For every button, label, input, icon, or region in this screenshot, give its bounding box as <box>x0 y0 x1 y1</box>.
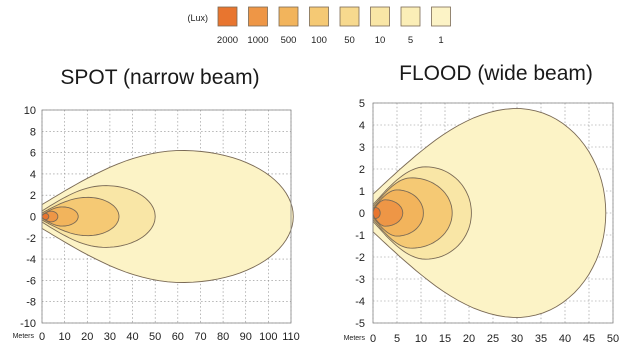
spot-x-tick-label: 80 <box>217 331 229 343</box>
legend-swatch-10 <box>370 6 390 27</box>
spot-y-tick-label: 0 <box>30 212 36 224</box>
flood-plot-frame <box>372 102 614 324</box>
legend-label-100: 100 <box>311 35 327 46</box>
spot-isolux-2000 <box>41 212 50 221</box>
flood-x-tick-label: 35 <box>535 333 547 345</box>
spot-y-tick-label: 8 <box>30 126 36 138</box>
spot-y-tick-label: 10 <box>24 105 36 117</box>
flood-y-tick-label: 3 <box>359 142 365 154</box>
flood-isolux-2000 <box>372 207 381 219</box>
flood-x-tick-label: 45 <box>583 333 595 345</box>
flood-y-tick-label: -2 <box>355 252 365 264</box>
spot-x-tick-label: 50 <box>149 331 161 343</box>
legend-label-10: 10 <box>375 35 386 46</box>
legend-label-5: 5 <box>408 35 413 46</box>
flood-y-tick-label: 4 <box>359 120 365 132</box>
flood-x-tick-label: 50 <box>607 333 619 345</box>
flood-isolux-1 <box>372 108 607 318</box>
flood-isolux-1000 <box>372 199 404 227</box>
legend-swatch-50 <box>339 6 360 27</box>
chart-title-flood: FLOOD (wide beam) <box>399 62 593 85</box>
flood-x-tick-label: 15 <box>439 333 451 345</box>
flood-y-tick-label: 5 <box>359 98 365 110</box>
spot-y-tick-label: 4 <box>30 169 36 181</box>
legend-label-500: 500 <box>281 35 297 46</box>
legend-swatch-5 <box>400 6 421 27</box>
spot-x-tick-label: 60 <box>172 331 184 343</box>
legend-swatch-500 <box>278 6 299 27</box>
chart-spot: 0 10 20 30 40 50 60 70 80 90 100 1101086420-2-4-6-8… <box>13 105 300 343</box>
spot-x-tick-label: 40 <box>126 331 138 343</box>
spot-isolux-1 <box>41 150 294 283</box>
spot-y-tick-label: -8 <box>26 297 36 309</box>
legend-swatch-1000 <box>248 6 268 27</box>
flood-y-tick-label: -3 <box>355 274 365 286</box>
legend-swatch-1 <box>431 6 451 27</box>
legend-label-1000: 1000 <box>247 35 268 46</box>
flood-x-tick-label: 40 <box>559 333 571 345</box>
spot-x-tick-label: 10 <box>59 331 71 343</box>
spot-plot-frame <box>41 109 292 324</box>
legend-label-1: 1 <box>438 35 443 46</box>
flood-x-axis-label: Meters <box>344 335 366 342</box>
spot-x-tick-label: 70 <box>194 331 206 343</box>
spot-x-axis-label: Meters <box>13 333 35 340</box>
spot-x-tick-label: 100 <box>259 331 277 343</box>
flood-x-tick-label: 5 <box>394 333 400 345</box>
legend-unit-label: (Lux) <box>187 13 208 23</box>
flood-y-tick-label: 1 <box>359 186 365 198</box>
spot-y-tick-label: -2 <box>26 233 36 245</box>
flood-x-tick-label: 10 <box>415 333 427 345</box>
flood-y-tick-label: 0 <box>359 208 365 220</box>
legend-label-2000: 2000 <box>217 35 238 46</box>
flood-y-tick-label: -4 <box>355 296 365 308</box>
spot-x-tick-label: 0 <box>39 331 45 343</box>
legend-swatch-2000 <box>217 6 238 27</box>
flood-y-tick-label: 2 <box>359 164 365 176</box>
flood-y-tick-label: -5 <box>355 318 365 330</box>
spot-x-tick-label: 110 <box>282 331 300 343</box>
spot-y-tick-label: -6 <box>26 275 36 287</box>
flood-x-tick-label: 25 <box>487 333 499 345</box>
spot-y-tick-label: -10 <box>20 318 36 330</box>
spot-y-tick-label: -4 <box>26 254 36 266</box>
spot-y-tick-label: 6 <box>30 148 36 160</box>
flood-y-tick-label: -1 <box>355 230 365 242</box>
spot-x-tick-label: 20 <box>81 331 93 343</box>
legend-label-50: 50 <box>344 35 355 46</box>
spot-x-tick-label: 30 <box>104 331 116 343</box>
spot-y-tick-label: 2 <box>30 190 36 202</box>
legend: 2000 1000 500 100 50 10 5 1 <box>217 6 451 46</box>
flood-x-tick-label: 20 <box>463 333 475 345</box>
chart-flood: 0 5 10 15 20 25 30 35 40 45 50543210-1-2-3-4-5Mete… <box>344 98 620 345</box>
flood-x-tick-label: 0 <box>370 333 376 345</box>
legend-swatch-100 <box>309 6 329 27</box>
chart-title-spot: SPOT (narrow beam) <box>60 66 259 89</box>
spot-x-tick-label: 90 <box>240 331 252 343</box>
flood-x-tick-label: 30 <box>511 333 523 345</box>
